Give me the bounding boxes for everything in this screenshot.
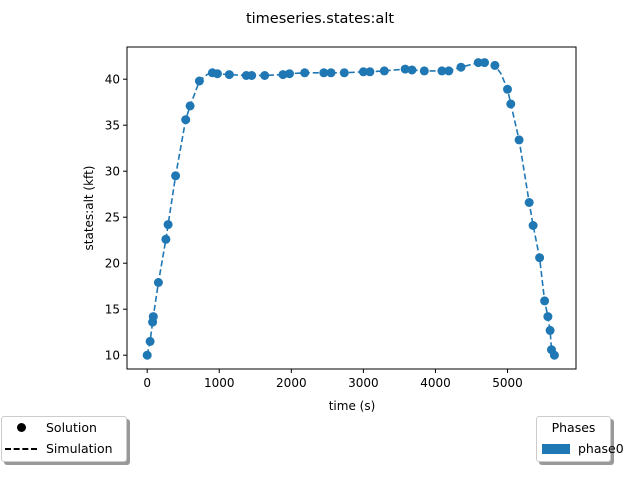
x-tick-label: 1000	[204, 376, 235, 390]
solution-point	[224, 70, 234, 80]
solution-point	[285, 69, 294, 79]
solution-point	[549, 350, 559, 360]
solution-point	[419, 66, 429, 76]
legend-entry-solution: Solution	[2, 420, 97, 435]
x-axis-ticks: 0 1000 2000 3000 4000 5000	[143, 369, 523, 390]
solution-point	[506, 99, 516, 109]
solution-point	[260, 71, 270, 80]
dot-marker-icon	[16, 423, 26, 432]
solution-point	[379, 66, 389, 76]
solution-point	[161, 234, 171, 244]
solution-point	[524, 198, 534, 207]
solution-point	[181, 115, 191, 125]
simulation-line	[146, 61, 556, 356]
chart-title: timeseries.states:alt	[246, 11, 394, 27]
solution-point	[319, 68, 329, 78]
solution-point	[339, 68, 349, 78]
solution-point	[535, 253, 545, 263]
solution-point	[540, 296, 550, 306]
legend-solution-simulation: Solution Simulation	[1, 416, 127, 462]
plot-area	[142, 58, 559, 360]
solution-point	[490, 60, 500, 70]
solution-point	[528, 221, 538, 230]
solution-point	[148, 312, 158, 322]
solution-point	[247, 71, 257, 80]
x-tick-label: 3000	[348, 376, 379, 390]
y-tick-label: 25	[105, 211, 120, 225]
solution-point	[163, 220, 173, 230]
solution-point	[543, 312, 553, 322]
y-axis-label: states:alt (kft)	[82, 166, 96, 251]
legend-label: phase0	[578, 441, 624, 456]
solution-series	[142, 58, 559, 360]
solution-point	[171, 171, 181, 181]
x-tick-label: 5000	[492, 376, 523, 390]
solution-point	[326, 68, 336, 78]
solution-point	[365, 67, 375, 77]
solution-point	[212, 69, 222, 79]
solution-point	[444, 66, 454, 76]
legend-label: Simulation	[46, 441, 113, 456]
solution-point	[456, 62, 466, 72]
solution-point	[400, 64, 410, 74]
legend-phases: Phases phase0	[536, 416, 624, 462]
y-tick-label: 30	[105, 165, 120, 179]
legend-label: Solution	[46, 420, 97, 435]
legend-entry-phase0: phase0	[542, 441, 624, 456]
solution-point	[437, 66, 447, 76]
x-axis-label: time (s)	[329, 399, 376, 413]
x-tick-label: 4000	[420, 376, 451, 390]
solution-point	[480, 58, 489, 68]
legend-title: Phases	[551, 420, 596, 435]
solution-point	[503, 84, 512, 94]
y-tick-label: 10	[105, 349, 120, 363]
solution-point	[358, 67, 368, 77]
y-tick-label: 15	[105, 303, 120, 317]
solution-point	[407, 65, 417, 75]
y-tick-label: 40	[105, 73, 120, 87]
dashed-line-icon	[5, 447, 37, 450]
solution-point	[194, 76, 204, 86]
x-tick-label: 0	[143, 376, 151, 390]
solution-point	[545, 325, 555, 335]
color-patch-icon	[542, 443, 570, 454]
solution-point	[142, 350, 152, 360]
x-tick-label: 2000	[276, 376, 307, 390]
axes-frame	[126, 46, 577, 370]
solution-point	[473, 58, 483, 68]
solution-point	[145, 336, 155, 346]
y-axis-ticks: 10 15 20 25 30 35 40	[105, 73, 127, 363]
solution-point	[300, 68, 310, 78]
simulation-series	[146, 61, 556, 356]
solution-point	[514, 135, 524, 145]
solution-point	[185, 101, 195, 111]
legend-entry-simulation: Simulation	[2, 441, 113, 456]
y-tick-label: 20	[105, 257, 120, 271]
solution-point	[153, 278, 163, 287]
y-tick-label: 35	[105, 119, 120, 133]
